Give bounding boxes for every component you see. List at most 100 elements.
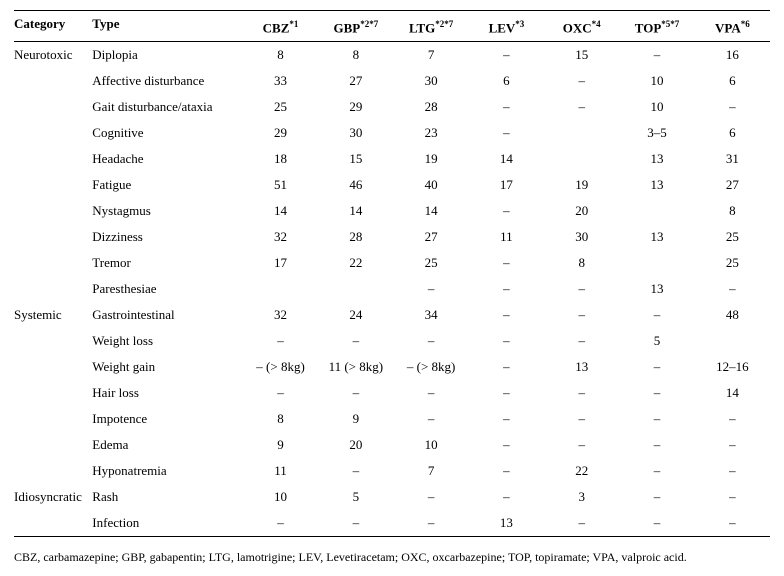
table-row: Headache181519141331 (14, 146, 770, 172)
col-header-vpa: VPA*6 (695, 11, 770, 42)
cell-value: 17 (243, 250, 318, 276)
cell-value: 6 (695, 120, 770, 146)
cell-value: – (469, 198, 544, 224)
cell-value: 48 (695, 302, 770, 328)
cell-value: 46 (318, 172, 393, 198)
cell-value: 14 (318, 198, 393, 224)
cell-value: 10 (243, 484, 318, 510)
cell-type: Impotence (92, 406, 243, 432)
cell-value: 9 (318, 406, 393, 432)
cell-value: 25 (243, 94, 318, 120)
table-row: Weight loss–––––5 (14, 328, 770, 354)
cell-value: – (469, 432, 544, 458)
cell-category (14, 380, 92, 406)
table-row: Cognitive293023–3–56 (14, 120, 770, 146)
cell-value: – (544, 302, 619, 328)
cell-value: 30 (544, 224, 619, 250)
cell-value (544, 146, 619, 172)
cell-value: 30 (318, 120, 393, 146)
cell-value: 6 (695, 68, 770, 94)
cell-value: 13 (469, 510, 544, 537)
cell-category: Systemic (14, 302, 92, 328)
cell-value: 28 (318, 224, 393, 250)
col-header-oxc: OXC*4 (544, 11, 619, 42)
cell-value: 14 (243, 198, 318, 224)
cell-value: – (619, 42, 694, 69)
cell-value: 12–16 (695, 354, 770, 380)
cell-value: 14 (695, 380, 770, 406)
table-row: Edema92010–––– (14, 432, 770, 458)
table-row: Impotence89––––– (14, 406, 770, 432)
adverse-events-table: Category Type CBZ*1 GBP*2*7 LTG*2*7 LEV*… (14, 10, 770, 537)
cell-value: 40 (393, 172, 468, 198)
col-header-top: TOP*5*7 (619, 11, 694, 42)
cell-value: 27 (393, 224, 468, 250)
cell-type: Paresthesiae (92, 276, 243, 302)
table-row: Tremor172225–825 (14, 250, 770, 276)
table-row: Nystagmus141414–208 (14, 198, 770, 224)
cell-category (14, 224, 92, 250)
col-header-ltg: LTG*2*7 (393, 11, 468, 42)
cell-value: 13 (619, 224, 694, 250)
cell-value: – (544, 328, 619, 354)
cell-value: – (243, 510, 318, 537)
cell-value: 27 (695, 172, 770, 198)
cell-value: 17 (469, 172, 544, 198)
cell-value: – (469, 380, 544, 406)
table-row: Paresthesiae–––13– (14, 276, 770, 302)
cell-value: – (544, 276, 619, 302)
cell-value: – (695, 406, 770, 432)
cell-type: Headache (92, 146, 243, 172)
cell-value: 15 (544, 42, 619, 69)
cell-value: 20 (544, 198, 619, 224)
table-row: Hair loss––––––14 (14, 380, 770, 406)
cell-value: 8 (243, 406, 318, 432)
cell-value: – (393, 406, 468, 432)
cell-category (14, 120, 92, 146)
cell-value: – (> 8kg) (393, 354, 468, 380)
table-row: SystemicGastrointestinal322434–––48 (14, 302, 770, 328)
cell-value: – (695, 432, 770, 458)
cell-value: – (469, 276, 544, 302)
cell-value: – (318, 458, 393, 484)
table-row: Dizziness32282711301325 (14, 224, 770, 250)
cell-type: Fatigue (92, 172, 243, 198)
cell-value (544, 120, 619, 146)
cell-value: – (469, 120, 544, 146)
cell-value: 14 (393, 198, 468, 224)
cell-category (14, 328, 92, 354)
cell-value: – (619, 484, 694, 510)
cell-type: Affective disturbance (92, 68, 243, 94)
cell-value: – (619, 406, 694, 432)
cell-value: – (469, 458, 544, 484)
cell-value: 7 (393, 42, 468, 69)
cell-value: 29 (243, 120, 318, 146)
cell-value: 13 (544, 354, 619, 380)
cell-category: Neurotoxic (14, 42, 92, 69)
table-row: Gait disturbance/ataxia252928––10– (14, 94, 770, 120)
cell-value: – (243, 380, 318, 406)
cell-value: 30 (393, 68, 468, 94)
cell-type: Tremor (92, 250, 243, 276)
cell-type: Gastrointestinal (92, 302, 243, 328)
cell-value: 32 (243, 302, 318, 328)
cell-value: – (695, 276, 770, 302)
cell-value: – (469, 328, 544, 354)
cell-value: – (619, 510, 694, 537)
cell-category (14, 406, 92, 432)
cell-value: – (544, 68, 619, 94)
cell-type: Edema (92, 432, 243, 458)
cell-type: Hyponatremia (92, 458, 243, 484)
table-header-row: Category Type CBZ*1 GBP*2*7 LTG*2*7 LEV*… (14, 11, 770, 42)
cell-value: – (318, 328, 393, 354)
cell-value: – (318, 380, 393, 406)
table-row: IdiosyncraticRash105––3–– (14, 484, 770, 510)
cell-value: 16 (695, 42, 770, 69)
cell-value: – (695, 458, 770, 484)
col-header-lev: LEV*3 (469, 11, 544, 42)
cell-category (14, 432, 92, 458)
cell-value: 10 (393, 432, 468, 458)
cell-value: – (469, 484, 544, 510)
cell-value: 6 (469, 68, 544, 94)
cell-category (14, 94, 92, 120)
